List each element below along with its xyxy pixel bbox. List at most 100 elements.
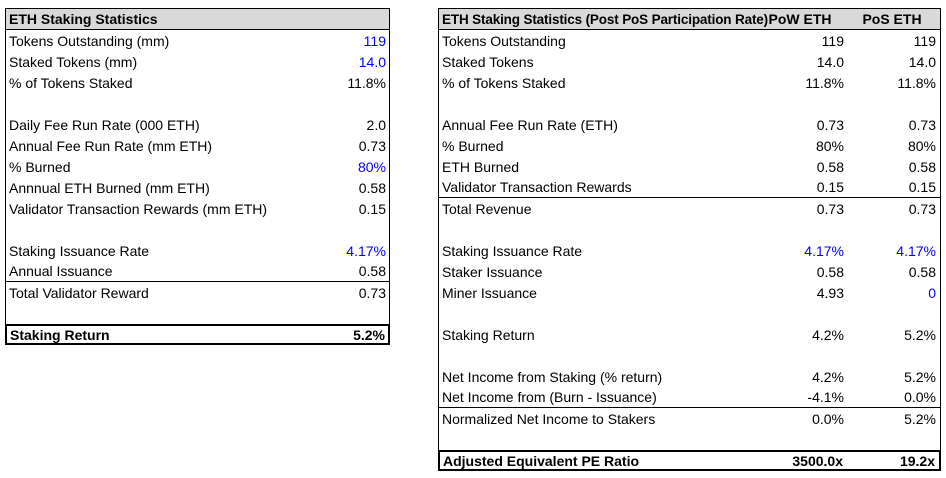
table-row: Annual Issuance 0.58	[6, 261, 389, 282]
row-value: 4.17%	[346, 242, 386, 259]
row-value-pow-eth: 11.8%	[805, 74, 844, 91]
row-value-pow-eth: 0.0%	[812, 410, 844, 427]
row-label: ETH Burned	[442, 158, 520, 175]
row-value-pos-eth: 5.2%	[904, 410, 936, 427]
blank-row	[439, 345, 940, 366]
table-row: Daily Fee Run Rate (000 ETH) 2.0	[6, 114, 389, 135]
row-value-pos-eth: 0.0%	[904, 389, 936, 405]
table-row: Normalized Net Income to Stakers 0.0% 5.2%	[439, 408, 940, 429]
table-row: Annual Fee Run Rate (mm ETH) 0.73	[6, 135, 389, 156]
table-row: Adjusted Equivalent PE Ratio 3500.0x 19.2x	[438, 450, 941, 471]
row-value: 0.15	[358, 200, 386, 217]
row-value: 0.58	[358, 263, 386, 279]
col-header-pow-eth: PoW ETH	[768, 11, 832, 27]
row-value: 11.8%	[347, 74, 386, 91]
table-row: Staking Return 4.2% 5.2%	[439, 324, 940, 345]
row-value-pos-eth: 80%	[907, 137, 936, 154]
row-value: 0.58	[358, 179, 386, 196]
table-row: % Burned 80% 80%	[439, 135, 940, 156]
table-row: % of Tokens Staked 11.8%	[6, 72, 389, 93]
row-label: Validator Transaction Rewards (mm ETH)	[9, 200, 268, 217]
row-value-pow-eth: 0.73	[816, 200, 844, 217]
row-value-pos-eth: 19.2x	[899, 452, 935, 469]
table-row: Annnual ETH Burned (mm ETH) 0.58	[6, 177, 389, 198]
row-label: Staking Issuance Rate	[9, 242, 150, 259]
row-value-pow-eth: -4.1%	[807, 389, 844, 405]
row-label: Total Validator Reward	[9, 284, 149, 301]
table-row: Validator Transaction Rewards 0.15 0.15	[439, 177, 940, 198]
row-value-pos-eth: 0.73	[908, 200, 936, 217]
table-row: Staker Issuance 0.58 0.58	[439, 261, 940, 282]
row-value-pow-eth: 4.17%	[804, 242, 844, 259]
blank-row	[6, 219, 389, 240]
row-label: Tokens Outstanding (mm)	[9, 32, 170, 49]
row-value-pos-eth: 119	[913, 32, 936, 49]
row-value-pow-eth: 0.58	[816, 263, 844, 280]
row-value-pow-eth: 0.58	[816, 158, 844, 175]
row-label: % of Tokens Staked	[9, 74, 133, 91]
post-pos-participation-table: ETH Staking Statistics (Post PoS Partici…	[438, 8, 941, 471]
table-row: Total Revenue 0.73 0.73	[439, 198, 940, 219]
row-label: % of Tokens Staked	[442, 74, 566, 91]
row-label: Staked Tokens (mm)	[9, 53, 138, 70]
table-row: % Burned 80%	[6, 156, 389, 177]
row-label: Staking Issuance Rate	[442, 242, 583, 259]
row-label: Staker Issuance	[442, 263, 543, 280]
row-value: 80%	[357, 158, 386, 175]
left-table-header: ETH Staking Statistics	[6, 9, 389, 30]
row-value-pow-eth: 14.0	[816, 53, 844, 70]
row-value: 5.2%	[353, 326, 385, 343]
row-value: 119	[363, 32, 386, 49]
row-value: 14.0	[358, 53, 386, 70]
eth-staking-statistics-table: ETH Staking Statistics Tokens Outstandin…	[5, 8, 390, 345]
row-value: 0.73	[358, 284, 386, 301]
table-row: Staked Tokens (mm) 14.0	[6, 51, 389, 72]
row-label: Net Income from Staking (% return)	[442, 368, 663, 385]
row-value-pos-eth: 4.17%	[896, 242, 936, 259]
row-value-pow-eth: 4.93	[816, 284, 844, 301]
row-label: Net Income from (Burn - Issuance)	[442, 389, 657, 405]
row-value-pos-eth: 0	[928, 284, 936, 301]
row-value-pos-eth: 5.2%	[904, 368, 936, 385]
row-value-pos-eth: 5.2%	[904, 326, 936, 343]
row-value-pow-eth: 0.15	[816, 179, 844, 195]
table-row: Staking Issuance Rate 4.17%	[6, 240, 389, 261]
row-value-pos-eth: 14.0	[908, 53, 936, 70]
table-row: Net Income from Staking (% return) 4.2% 5.…	[439, 366, 940, 387]
row-label: Normalized Net Income to Stakers	[442, 410, 656, 427]
row-value-pow-eth: 80%	[815, 137, 844, 154]
table-row: Staked Tokens 14.0 14.0	[439, 51, 940, 72]
row-label: Total Revenue	[442, 200, 532, 217]
table-row: Tokens Outstanding 119 119	[439, 30, 940, 51]
row-label: Annnual ETH Burned (mm ETH)	[9, 179, 210, 196]
row-value-pow-eth: 119	[821, 32, 844, 49]
table-row: Total Validator Reward 0.73	[6, 282, 389, 303]
row-label: Staked Tokens	[442, 53, 534, 70]
blank-row	[439, 303, 940, 324]
blank-row	[6, 93, 389, 114]
row-label: Daily Fee Run Rate (000 ETH)	[9, 116, 200, 133]
row-value-pow-eth: 4.2%	[812, 368, 844, 385]
table-row: Staking Issuance Rate 4.17% 4.17%	[439, 240, 940, 261]
table-row: Validator Transaction Rewards (mm ETH) 0.…	[6, 198, 389, 219]
row-label: Tokens Outstanding	[442, 32, 566, 49]
row-value-pow-eth: 4.2%	[812, 326, 844, 343]
left-table-rows: Tokens Outstanding (mm) 119 Staked Tokens …	[5, 30, 390, 345]
row-label: Adjusted Equivalent PE Ratio	[443, 452, 640, 469]
right-table-header: ETH Staking Statistics (Post PoS Partici…	[439, 9, 940, 30]
row-label: Miner Issuance	[442, 284, 537, 301]
row-value-pow-eth: 3500.0x	[792, 452, 843, 469]
blank-row	[439, 219, 940, 240]
blank-row	[439, 429, 940, 450]
row-label: Staking Return	[10, 326, 110, 343]
table-row: Net Income from (Burn - Issuance) -4.1% 0.…	[439, 387, 940, 408]
blank-row	[6, 303, 389, 324]
table-row: Annual Fee Run Rate (ETH) 0.73 0.73	[439, 114, 940, 135]
row-label: Annual Issuance	[9, 263, 113, 279]
row-value-pos-eth: 0.73	[908, 116, 936, 133]
col-header-pos-eth: PoS ETH	[862, 11, 922, 27]
right-table-rows: Tokens Outstanding 119 119 Staked Tokens 14.…	[438, 30, 941, 471]
row-value-pos-eth: 11.8%	[897, 74, 936, 91]
right-table-title: ETH Staking Statistics (Post PoS Partici…	[442, 11, 769, 27]
row-label: Annual Fee Run Rate (mm ETH)	[9, 137, 213, 154]
